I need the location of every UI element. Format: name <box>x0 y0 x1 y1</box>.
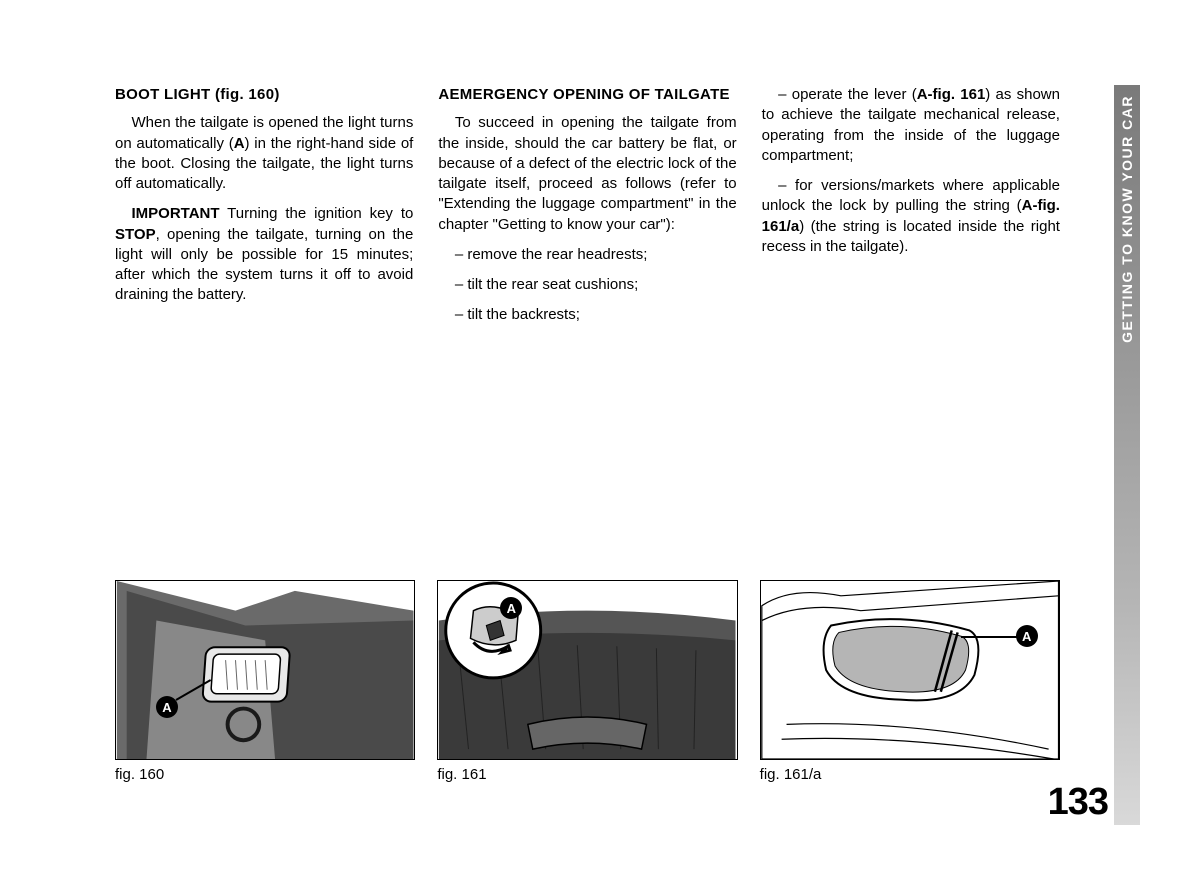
callout-a: A <box>1016 625 1038 647</box>
column-3: – operate the lever (A-fig. 161) as show… <box>762 85 1060 336</box>
chapter-tab: GETTING TO KNOW YOUR CAR <box>1114 85 1140 825</box>
paragraph: – operate the lever (A-fig. 161) as show… <box>762 85 1060 166</box>
paragraph: – for versions/markets where applicable … <box>762 176 1060 257</box>
figure-161: A0A0373m A fig. 161 <box>437 580 737 783</box>
lever-illustration <box>438 581 736 759</box>
list-item: – tilt the backrests; <box>438 305 736 325</box>
heading-emergency-opening: AEMERGENCY OPENING OF TAILGATE <box>438 85 736 105</box>
page: GETTING TO KNOW YOUR CAR BOOT LIGHT (fig… <box>0 0 1200 886</box>
boot-light-illustration <box>116 581 414 759</box>
callout-line <box>961 636 1019 638</box>
list-item: – remove the rear headrests; <box>438 245 736 265</box>
paragraph: To succeed in opening the tailgate from … <box>438 113 736 235</box>
list-item: – tilt the rear seat cushions; <box>438 275 736 295</box>
figure-image: A0A0373m A <box>437 580 737 760</box>
text-columns: BOOT LIGHT (fig. 160) When the tailgate … <box>115 85 1060 336</box>
figure-caption: fig. 160 <box>115 766 415 783</box>
figures-row: A0A0132m A fig. 160 A0A0373m <box>115 580 1060 783</box>
figure-image: A0A0132m A <box>115 580 415 760</box>
figure-161a: A0A0734m A fig. 161/a <box>760 580 1060 783</box>
figure-160: A0A0132m A fig. 160 <box>115 580 415 783</box>
paragraph-important: IMPORTANT Turning the ignition key to ST… <box>115 204 413 305</box>
figure-image: A0A0734m A <box>760 580 1060 760</box>
paragraph: When the tailgate is opened the light tu… <box>115 113 413 194</box>
heading-boot-light: BOOT LIGHT (fig. 160) <box>115 85 413 105</box>
chapter-tab-label: GETTING TO KNOW YOUR CAR <box>1119 95 1135 343</box>
column-1: BOOT LIGHT (fig. 160) When the tailgate … <box>115 85 413 336</box>
string-illustration <box>761 581 1059 759</box>
figure-caption: fig. 161/a <box>760 766 1060 783</box>
page-number: 133 <box>1048 781 1108 824</box>
column-2: AEMERGENCY OPENING OF TAILGATE To succee… <box>438 85 736 336</box>
figure-caption: fig. 161 <box>437 766 737 783</box>
